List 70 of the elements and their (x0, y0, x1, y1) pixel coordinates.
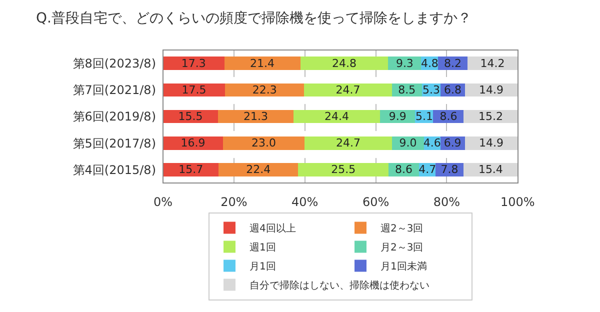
data-label: 6.9 (444, 136, 462, 150)
data-label: 15.5 (178, 110, 203, 123)
bar (304, 136, 392, 150)
legend-label: 月1回 (250, 262, 276, 273)
legend-label: 週4回以上 (250, 222, 296, 235)
chart-title: Q.普段自宅で、どのくらいの頻度で掃除機を使って掃除をしますか？ (36, 9, 472, 26)
data-label: 25.5 (331, 163, 356, 176)
bar (304, 83, 392, 97)
data-label: 23.0 (251, 136, 276, 150)
bar (225, 83, 304, 97)
bar (294, 110, 380, 124)
data-label: 14.9 (478, 83, 504, 96)
data-label: 16.9 (180, 136, 206, 150)
data-label: 5.1 (415, 110, 433, 123)
data-label: 7.8 (440, 163, 458, 176)
data-label: 5.3 (422, 83, 440, 96)
data-label: 21.3 (243, 110, 268, 123)
data-label: 4.7 (418, 163, 436, 176)
data-label: 24.4 (324, 110, 350, 123)
data-label: 9.0 (399, 136, 417, 150)
data-label: 15.2 (478, 110, 503, 123)
bar (300, 56, 388, 70)
y-tick-label: 第4回(2015/8) (72, 162, 156, 177)
bar (224, 56, 300, 70)
bar (464, 136, 518, 150)
x-tick-label: 80% (433, 195, 460, 209)
legend-label: 週1回 (250, 242, 276, 254)
data-label: 8.2 (444, 56, 462, 70)
bar (463, 163, 518, 176)
x-tick-label: 100% (500, 195, 535, 209)
x-tick-label: 20% (220, 195, 248, 209)
x-tick-label: 40% (292, 195, 318, 209)
data-label: 4.6 (423, 136, 441, 150)
bar (298, 163, 389, 176)
data-label: 24.7 (336, 136, 361, 150)
data-label: 14.9 (478, 136, 504, 150)
data-label: 17.5 (182, 83, 206, 96)
bar (467, 56, 518, 70)
legend-label: 自分で掃除はしない、掃除機は使わない (250, 280, 430, 292)
bar (163, 56, 224, 70)
data-label: 8.5 (398, 83, 416, 96)
bar (222, 136, 304, 150)
bar (218, 163, 298, 176)
data-label: 17.3 (181, 56, 206, 70)
data-label: 15.4 (478, 163, 503, 176)
data-label: 14.2 (480, 56, 505, 70)
x-tick-label: 60% (362, 195, 390, 209)
legend-label: 月1回未満 (380, 260, 427, 273)
y-tick-label: 第8回(2023/8) (72, 56, 156, 70)
data-label: 22.3 (252, 83, 277, 96)
data-label: 9.9 (388, 110, 406, 123)
data-label: 24.8 (332, 56, 356, 70)
y-tick-label: 第5回(2017/8) (72, 136, 156, 150)
bar (163, 163, 219, 176)
y-tick-label: 第7回(2021/8) (72, 83, 156, 98)
data-label: 15.7 (178, 163, 204, 176)
x-tick-label: 0% (153, 195, 173, 209)
legend-label: 週2～3回 (380, 224, 424, 235)
data-label: 22.4 (246, 163, 271, 176)
bar (218, 110, 294, 124)
data-label: 21.4 (250, 56, 275, 70)
legend-label: 月2～3回 (380, 242, 424, 254)
data-label: 24.7 (336, 83, 360, 96)
data-label: 9.3 (396, 56, 414, 70)
data-label: 8.6 (440, 110, 458, 123)
data-label: 8.6 (395, 163, 413, 176)
y-tick-label: 第6回(2019/8) (72, 110, 156, 124)
data-label: 4.8 (420, 56, 438, 70)
bar (163, 136, 223, 150)
data-label: 6.8 (444, 83, 462, 96)
